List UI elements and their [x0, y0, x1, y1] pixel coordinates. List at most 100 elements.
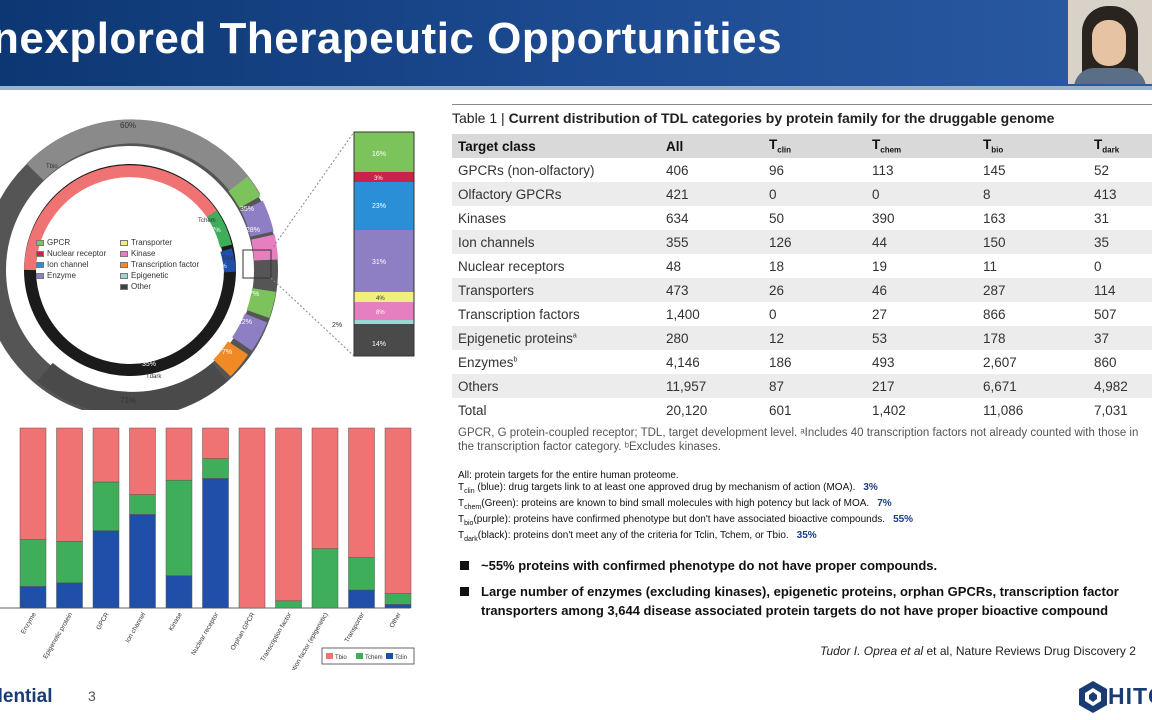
logo-mark-icon: [1079, 681, 1107, 713]
cell-value: 601: [769, 402, 792, 418]
cell-target-class-text: Epigenetic proteins: [458, 330, 573, 346]
header-tchem-main: T: [872, 137, 881, 153]
definition-text: (purple): proteins have confirmed phenot…: [473, 514, 886, 525]
bar-legend-frame: [321, 647, 415, 665]
inner-ring-tclin: [220, 248, 236, 273]
tdl-figure: 60% 71% 35% 28% 7% 12% 7% 55% 35% 7% 3% …: [0, 110, 430, 670]
table-row: Transporters 473 26 46 287 114: [452, 278, 1152, 302]
bullet-square-icon: [460, 561, 469, 570]
bar-tchem: [311, 548, 339, 609]
cell-value: 493: [872, 354, 895, 370]
x-tick-label: Orphan GPCR: [230, 611, 257, 651]
bar-tbio: [311, 427, 339, 549]
table-title-main: Current distribution of TDL categories b…: [508, 110, 1055, 126]
cell-value: 11,957: [660, 374, 763, 398]
header-tdark-main: T: [1094, 137, 1103, 153]
definition-prefix: T: [458, 530, 465, 541]
banner-divider: [0, 86, 1152, 90]
inner-arc-tclin: Tclin: [222, 256, 234, 262]
definition-percent: 35%: [796, 530, 817, 541]
cell-value: 27: [872, 306, 888, 322]
legend-swatch: [36, 261, 44, 268]
x-tick-label: Enzyme: [20, 611, 38, 635]
cell-value: 50: [769, 210, 785, 226]
inset-label-8: 8%: [376, 310, 385, 316]
cell-target-class-text: Transporters: [458, 282, 535, 298]
outer-label-28: 28%: [246, 227, 260, 234]
legend-swatch: [120, 250, 128, 257]
cell-value: 48: [666, 258, 682, 274]
definition-prefix: T: [458, 498, 465, 509]
definition-text: (black): proteins don't meet any of the …: [477, 530, 789, 541]
x-tick-label: GPCR: [95, 611, 111, 631]
footer-confidential: idential: [0, 686, 53, 707]
cell-target-class-text: GPCRs (non-olfactory): [458, 162, 595, 178]
cell-target-class: Nuclear receptors: [452, 254, 660, 278]
legend-label: Ion channel: [47, 260, 89, 269]
bar-tbio: [384, 427, 412, 594]
cell-value: 44: [866, 230, 977, 254]
legend-swatch: [120, 283, 128, 290]
outer-ring-gpcr-2: [246, 287, 276, 318]
legend-label: GPCR: [47, 238, 71, 247]
citation-rest: et al, Nature Reviews Drug Discovery 2: [923, 644, 1136, 658]
definition-sub: dark: [464, 536, 478, 543]
inner-label-55: 55%: [56, 171, 70, 178]
inner-arc-tchem: Tchem: [198, 218, 216, 224]
outer-label-7b: 7%: [222, 349, 232, 356]
inset-seg-ion: [354, 182, 414, 230]
definition-line: Tchem(Green): proteins are known to bind…: [458, 498, 1148, 514]
legend-swatch: [36, 272, 44, 279]
cell-target-class-text: Total: [458, 402, 487, 418]
inset-label-16: 16%: [372, 151, 386, 158]
cell-target-class-text: Olfactory GPCRs: [458, 186, 562, 202]
legend-item: Ion channel: [36, 260, 88, 269]
table-row: Total 20,120 601 1,402 11,086 7,031: [452, 398, 1152, 422]
header-tdark-sub: dark: [1102, 145, 1120, 155]
slide-title: nexplored Therapeutic Opportunities: [0, 14, 783, 63]
header-tclin-main: T: [769, 137, 778, 153]
inner-label-7: 7%: [212, 228, 221, 234]
inset-label-2: 2%: [332, 322, 342, 329]
legend-swatch: [120, 272, 128, 279]
inset-bar: 16% 3% 23% 31% 4% 8% 14% 2%: [332, 131, 415, 357]
legend-item: Other: [120, 282, 151, 291]
legend-item: Epigenetic: [120, 271, 168, 280]
bar-tclin: [348, 589, 375, 609]
bar-tchem: [19, 539, 47, 587]
definition-line: All: protein targets for the entire huma…: [458, 470, 1148, 482]
company-logo: HITC: [1078, 678, 1152, 714]
cell-value: 4,146: [666, 354, 700, 370]
inset-seg-epigenetic: [354, 320, 414, 324]
legend-label: Transcription factor: [131, 260, 200, 269]
cell-value: 163: [983, 210, 1006, 226]
zoom-box: [242, 249, 272, 279]
cell-target-class: Olfactory GPCRs: [452, 182, 660, 206]
cell-value: 860: [1094, 354, 1117, 370]
inner-arc-tdark: Tdark: [146, 374, 162, 380]
table-row: Enzymesb 4,146 186 493 2,607 860: [452, 350, 1152, 374]
bar-tbio: [202, 427, 229, 459]
definition-text: (Green): proteins are known to bind smal…: [481, 498, 870, 509]
bullet-2-text-line2: transporters among 3,644 disease associa…: [481, 603, 1109, 618]
outer-ring-enzyme: [241, 200, 274, 238]
legend-label: Nuclear receptor: [47, 249, 107, 258]
inset-label-3: 3%: [374, 176, 383, 182]
tdl-table: Target class All Tclin Tchem Tbio Tdark …: [452, 134, 1152, 422]
inset-label-4: 4%: [376, 296, 385, 302]
cell-value: 46: [866, 278, 977, 302]
cell-target-class-text: Kinases: [458, 210, 507, 226]
bar-tbio: [92, 427, 120, 483]
cell-target-class: Total: [452, 398, 660, 422]
table-row: Nuclear receptors 48 18 19 11 0: [452, 254, 1152, 278]
definition-prefix: T: [458, 482, 465, 493]
bullet-2-text-line1: Large number of enzymes (excluding kinas…: [481, 584, 1119, 599]
cell-value: 7,031: [1094, 402, 1128, 418]
cell-value: 217: [866, 374, 977, 398]
cell-value: 52: [1094, 162, 1110, 178]
cell-value: 2,607: [983, 354, 1017, 370]
header-target-class: Target class: [452, 134, 660, 158]
inset-seg-other: [354, 324, 414, 356]
bar-legend-swatch: [356, 653, 363, 659]
